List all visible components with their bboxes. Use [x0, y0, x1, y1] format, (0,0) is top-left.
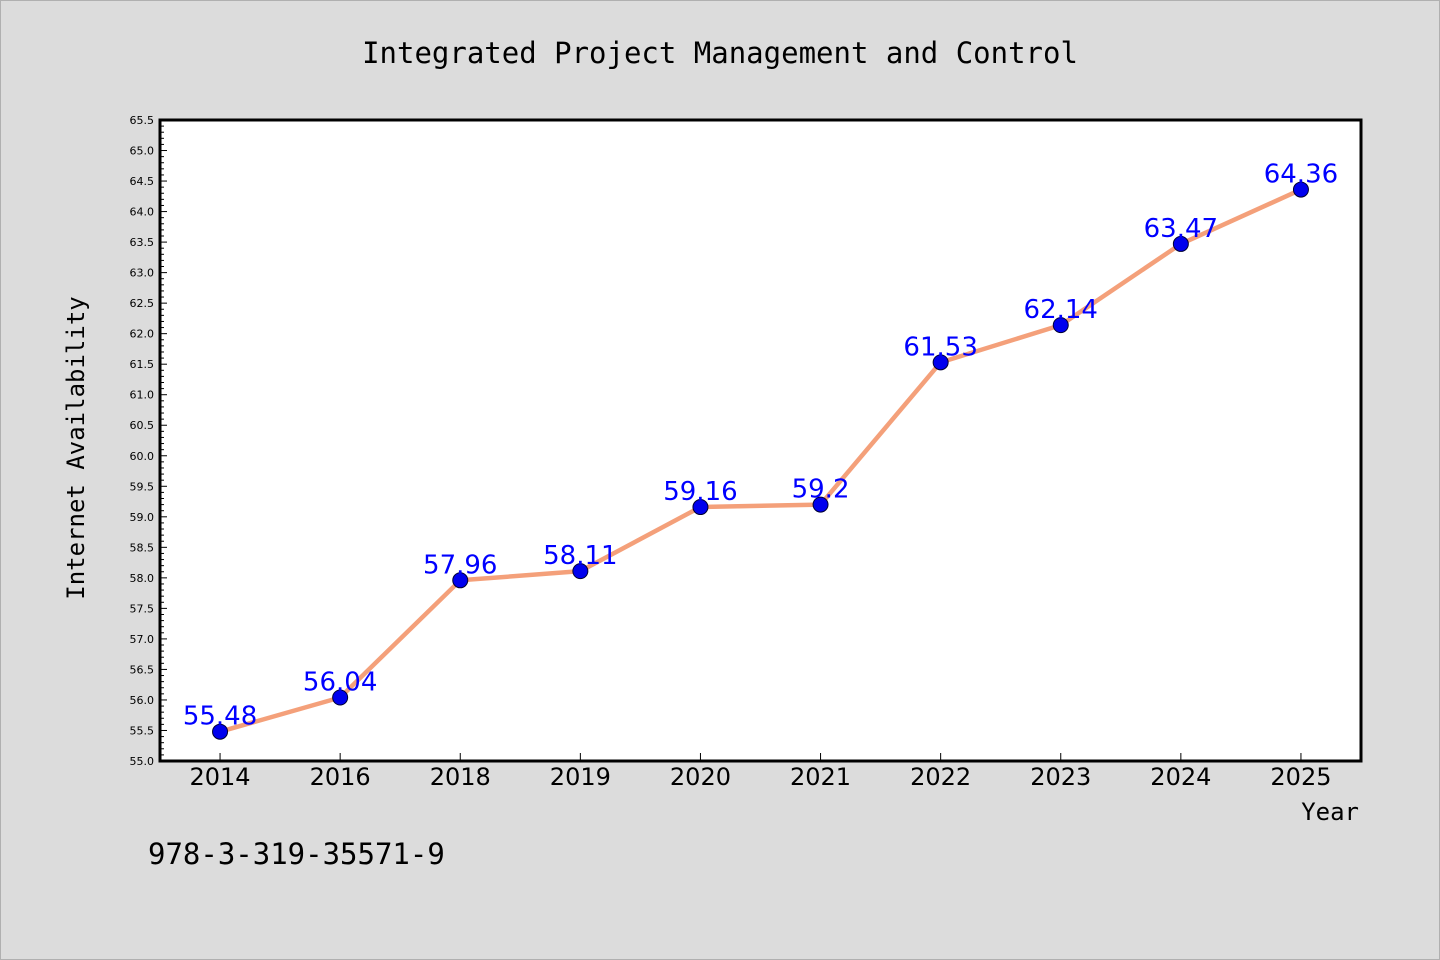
y-tick-label: 62.0 [130, 328, 155, 341]
x-tick-label: 2018 [430, 763, 491, 791]
x-axis-label: Year [1301, 798, 1359, 826]
y-tick-label: 57.0 [130, 633, 155, 646]
data-label: 59.2 [792, 475, 850, 505]
series-layer: 55.48 56.04 57.96 58.11 59.16 59.2 61.53 62.14 6… [183, 160, 1338, 740]
y-tick-label: 60.0 [130, 450, 155, 463]
series-line [217, 187, 1304, 734]
data-label: 59.16 [663, 477, 737, 507]
x-tick-label: 2019 [550, 763, 611, 791]
data-point [812, 496, 829, 513]
y-tick-label: 64.0 [130, 206, 155, 219]
x-tick-label: 2021 [790, 763, 851, 791]
data-point [332, 689, 349, 706]
data-label: 61.53 [903, 332, 977, 362]
y-tick-label: 56.5 [130, 663, 155, 676]
y-tick-label: 59.0 [130, 511, 155, 524]
y-tick-label: 56.0 [130, 694, 155, 707]
y-tick-label: 61.5 [130, 358, 155, 371]
data-point [692, 499, 709, 516]
data-point [1292, 181, 1309, 198]
y-tick-label: 65.5 [130, 114, 155, 127]
y-tick-label: 58.0 [130, 572, 155, 585]
data-point [1052, 317, 1069, 334]
data-point [212, 723, 229, 740]
y-tick-label: 63.0 [130, 267, 155, 280]
y-axis-label: Internet Availability [62, 296, 90, 599]
y-tick-label: 63.5 [130, 236, 155, 249]
data-label: 63.47 [1144, 214, 1218, 244]
data-label: 56.04 [303, 668, 377, 698]
data-point [452, 572, 469, 589]
y-tick-label: 61.0 [130, 389, 155, 402]
y-tick-label: 55.5 [130, 724, 155, 737]
x-tick-label: 2022 [910, 763, 971, 791]
y-tick-label: 64.5 [130, 175, 155, 188]
x-tick-label: 2024 [1150, 763, 1211, 791]
x-axis: 2014 2016 2018 2019 2020 2021 2022 2023 2024 2025 [190, 753, 1331, 791]
y-axis: 55.0 55.5 56.0 56.5 57.0 57.5 58.0 58.5 59.0 59.5… [130, 114, 167, 768]
x-tick-label: 2020 [670, 763, 731, 791]
y-tick-label: 62.5 [130, 297, 155, 310]
chart-title: Integrated Project Management and Contro… [362, 36, 1078, 70]
x-tick-label: 2014 [190, 763, 251, 791]
data-label: 58.11 [543, 541, 617, 571]
x-tick-label: 2025 [1270, 763, 1331, 791]
data-label: 64.36 [1264, 160, 1338, 190]
y-tick-label: 59.5 [130, 480, 155, 493]
footnote-isbn: 978-3-319-35571-9 [148, 837, 445, 871]
y-tick-label: 60.5 [130, 419, 155, 432]
y-tick-label: 57.5 [130, 602, 155, 615]
plot-area [158, 118, 1363, 763]
y-tick-label: 65.0 [130, 145, 155, 158]
data-label: 62.14 [1024, 295, 1098, 325]
x-tick-label: 2023 [1030, 763, 1091, 791]
y-tick-label: 55.0 [130, 755, 155, 768]
data-point [1172, 235, 1189, 252]
x-tick-label: 2016 [310, 763, 371, 791]
data-point [932, 354, 949, 371]
data-point [572, 563, 589, 580]
y-tick-label: 58.5 [130, 541, 155, 554]
data-label: 55.48 [183, 702, 257, 732]
data-label: 57.96 [423, 550, 497, 580]
